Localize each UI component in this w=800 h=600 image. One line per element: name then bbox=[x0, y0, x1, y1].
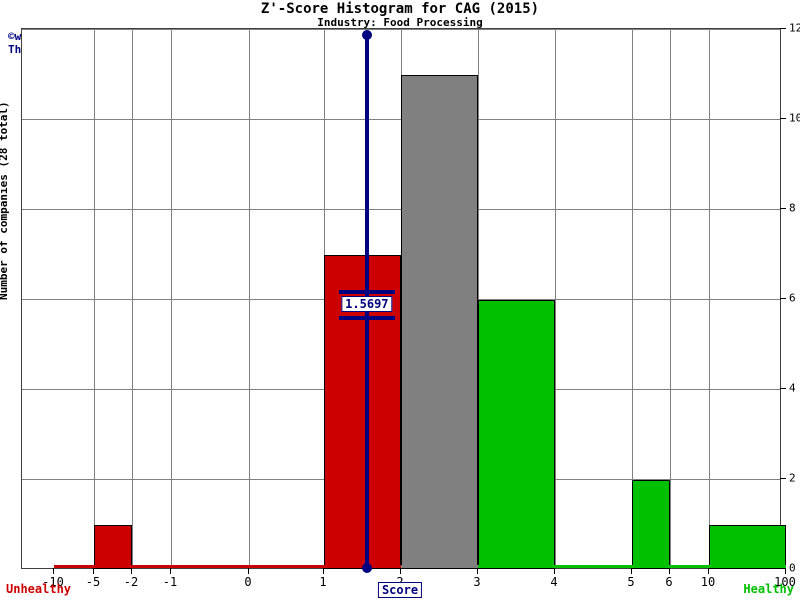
x-axis-tick-label: 100 bbox=[774, 575, 796, 589]
x-axis-tick-label: -5 bbox=[85, 575, 101, 589]
y-axis-tick-label: 10 bbox=[789, 111, 800, 125]
axis-zone-strip bbox=[632, 565, 670, 568]
y-axis-tick-label: 6 bbox=[789, 291, 796, 305]
gridline-vertical bbox=[632, 29, 633, 568]
x-axis-tick-label: 4 bbox=[550, 575, 558, 589]
y-axis-tick-label: 12 bbox=[789, 21, 800, 35]
gridline-vertical bbox=[555, 29, 556, 568]
axis-zone-strip bbox=[171, 565, 249, 568]
histogram-bar bbox=[324, 255, 401, 569]
y-axis-tick bbox=[780, 118, 786, 119]
x-axis-tick-label: 3 bbox=[473, 575, 481, 589]
y-axis-title: Number of companies (28 total) bbox=[0, 101, 10, 300]
gridline-vertical bbox=[171, 29, 172, 568]
histogram-bar bbox=[632, 480, 670, 569]
y-axis-tick bbox=[780, 28, 786, 29]
gridline-vertical bbox=[478, 29, 479, 568]
y-axis: 0 2 4 6 8 10 12 bbox=[780, 22, 800, 575]
chart-subtitle: Industry: Food Processing bbox=[317, 16, 483, 29]
x-axis-tick bbox=[248, 568, 249, 574]
x-axis-tick-label: -10 bbox=[42, 575, 64, 589]
x-axis-tick-label: 0 bbox=[244, 575, 252, 589]
histogram-bar bbox=[94, 525, 132, 569]
y-axis-tick bbox=[780, 388, 786, 389]
chart-title: Z'-Score Histogram for CAG (2015) bbox=[260, 1, 540, 17]
y-axis-tick bbox=[780, 478, 786, 479]
x-axis-tick bbox=[708, 568, 709, 574]
x-axis-tick bbox=[785, 568, 786, 574]
x-axis-tick bbox=[323, 568, 324, 574]
y-axis-tick bbox=[780, 568, 786, 569]
histogram-bar bbox=[401, 75, 478, 569]
x-axis-tick-label: -1 bbox=[162, 575, 178, 589]
x-axis-tick-label: 6 bbox=[665, 575, 673, 589]
x-axis-tick-label: 1 bbox=[319, 575, 327, 589]
axis-zone-strip bbox=[94, 565, 132, 568]
y-axis-tick-label: 0 bbox=[789, 561, 796, 575]
legend-unhealthy: Unhealthy bbox=[6, 582, 72, 596]
gridline-vertical bbox=[132, 29, 133, 568]
y-axis-tick bbox=[780, 208, 786, 209]
axis-zone-strip bbox=[478, 565, 555, 568]
x-axis-title: Score bbox=[377, 582, 423, 598]
axis-zone-strip bbox=[709, 565, 786, 568]
gridline-vertical bbox=[249, 29, 250, 568]
x-axis-tick bbox=[93, 568, 94, 574]
x-axis-tick-label: 5 bbox=[627, 575, 635, 589]
y-axis-tick-label: 8 bbox=[789, 201, 796, 215]
x-axis-tick bbox=[554, 568, 555, 574]
plot-area bbox=[21, 28, 786, 569]
histogram-bar bbox=[478, 300, 555, 569]
axis-zone-strip bbox=[670, 565, 709, 568]
x-axis-tick bbox=[131, 568, 132, 574]
x-axis-tick bbox=[400, 568, 401, 574]
gridline-vertical bbox=[670, 29, 671, 568]
axis-zone-strip bbox=[401, 565, 478, 568]
x-axis-tick bbox=[631, 568, 632, 574]
y-axis-tick-label: 4 bbox=[789, 381, 796, 395]
gridline-vertical bbox=[709, 29, 710, 568]
x-axis-tick bbox=[170, 568, 171, 574]
axis-zone-strip bbox=[555, 565, 632, 568]
axis-zone-strip bbox=[249, 565, 324, 568]
x-axis: -10-5-2-1012345610100 bbox=[21, 568, 796, 592]
y-axis-tick bbox=[780, 298, 786, 299]
x-axis-tick bbox=[669, 568, 670, 574]
y-axis-tick-label: 2 bbox=[789, 471, 796, 485]
legend-healthy: Healthy bbox=[743, 582, 794, 596]
axis-zone-strip bbox=[54, 565, 94, 568]
histogram-bar bbox=[709, 525, 786, 569]
x-axis-tick-label: -2 bbox=[123, 575, 139, 589]
x-axis-tick bbox=[477, 568, 478, 574]
gridline-vertical bbox=[94, 29, 95, 568]
x-axis-tick-label: 10 bbox=[700, 575, 716, 589]
axis-zone-strip bbox=[132, 565, 171, 568]
x-axis-tick bbox=[53, 568, 54, 574]
